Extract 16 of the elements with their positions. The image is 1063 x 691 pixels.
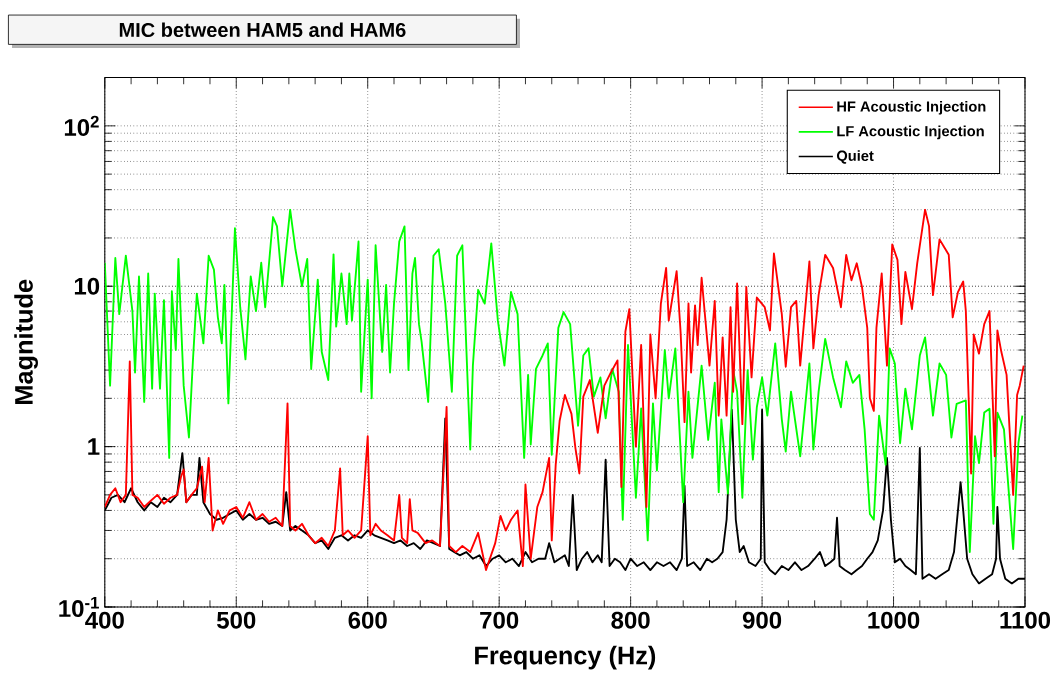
legend-label: HF Acoustic Injection	[837, 100, 986, 115]
chart-title: MIC between HAM5 and HAM6	[119, 22, 406, 38]
y-tick-label: 10$^{2}$	[64, 115, 99, 137]
x-tick-label: 500	[216, 611, 256, 629]
x-tick-label: 1000	[868, 611, 920, 629]
y-tick-label: 1	[88, 438, 100, 455]
y-axis-title: Magnitude	[14, 279, 38, 404]
x-tick-label: 1100	[1000, 611, 1051, 629]
x-tick-label: 800	[611, 611, 650, 629]
x-tick-label: 900	[742, 611, 782, 629]
y-tick-label: 10	[74, 277, 100, 295]
x-axis-title: Frequency (Hz)	[475, 645, 656, 670]
legend-label: Quiet	[836, 150, 874, 164]
legend-label: LF Acoustic Injection	[837, 125, 984, 140]
x-tick-label: 700	[480, 611, 519, 629]
x-tick-label: 600	[348, 611, 387, 629]
